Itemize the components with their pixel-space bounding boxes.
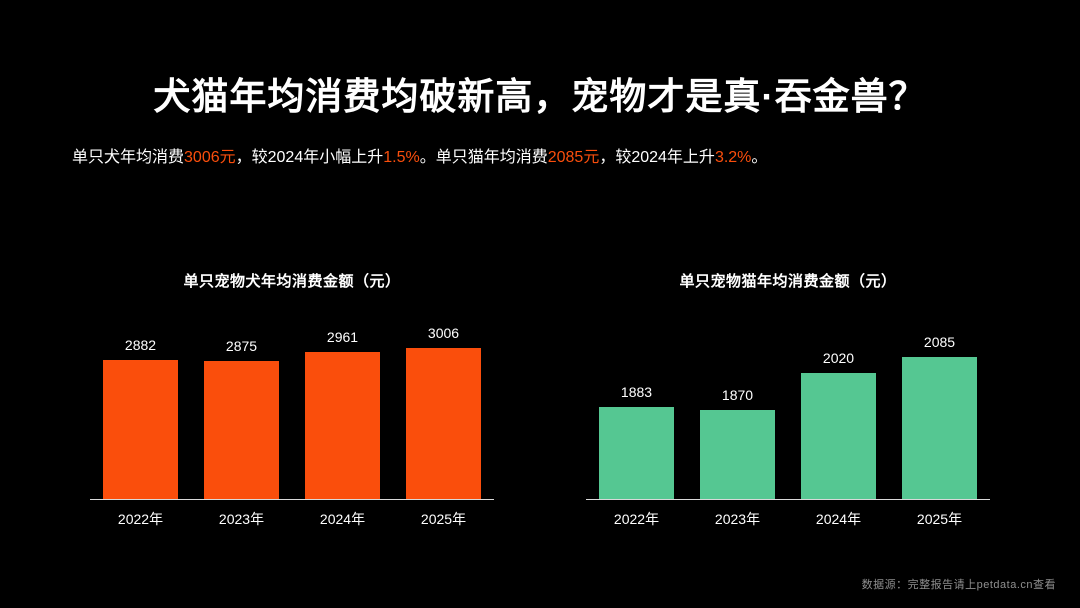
x-axis-label: 2025年 bbox=[420, 511, 467, 527]
subtitle-text: ，较2024年小幅上升 bbox=[235, 149, 384, 166]
x-axis-label: 2023年 bbox=[714, 511, 761, 527]
bar-value-label: 2882 bbox=[124, 337, 157, 353]
subtitle-text: 。单只猫年均消费 bbox=[419, 149, 548, 166]
dog-chart-x-axis: 2022年 2023年 2024年 2025年 bbox=[90, 509, 494, 529]
subtitle-text: ，较2024年上升 bbox=[599, 149, 715, 166]
bar-value-label: 2085 bbox=[923, 334, 956, 350]
dog-chart-plot-area: 2882 2875 2961 3006 bbox=[90, 325, 494, 500]
subtitle-highlight: 3.2% bbox=[714, 149, 752, 166]
x-axis-label: 2022年 bbox=[117, 511, 164, 527]
x-axis-label: 2025年 bbox=[916, 511, 963, 527]
bar bbox=[902, 357, 977, 499]
bar bbox=[406, 348, 481, 499]
x-axis-label: 2022年 bbox=[613, 511, 660, 527]
dog-chart-title: 单只宠物犬年均消费金额（元） bbox=[183, 273, 401, 290]
page-title: 犬猫年均消费均破新高，宠物才是真·吞金兽？ bbox=[153, 76, 927, 117]
bar bbox=[599, 407, 674, 499]
x-axis-label: 2024年 bbox=[319, 511, 366, 527]
bar-value-label: 2875 bbox=[225, 338, 258, 354]
bar-group: 2875 bbox=[191, 338, 292, 499]
bar-group: 2961 bbox=[292, 329, 393, 499]
bar-group: 3006 bbox=[393, 325, 494, 499]
bar-group: 2020 bbox=[788, 350, 889, 499]
cat-chart-x-axis: 2022年 2023年 2024年 2025年 bbox=[586, 509, 990, 529]
bar-value-label: 2961 bbox=[326, 329, 359, 345]
bar bbox=[801, 373, 876, 499]
bar bbox=[204, 361, 279, 499]
bar-group: 1870 bbox=[687, 387, 788, 499]
dog-consumption-chart: 单只宠物犬年均消费金额（元） 2882 2875 2961 3006 2022年 202… bbox=[90, 270, 494, 529]
bar bbox=[700, 410, 775, 499]
bar bbox=[305, 352, 380, 499]
subtitle-text: 单只犬年均消费 bbox=[72, 149, 185, 166]
bar-group: 2085 bbox=[889, 334, 990, 499]
charts-row: 单只宠物犬年均消费金额（元） 2882 2875 2961 3006 2022年 202… bbox=[90, 270, 990, 529]
x-axis-label: 2024年 bbox=[815, 511, 862, 527]
bar-value-label: 1870 bbox=[721, 387, 754, 403]
bar-value-label: 1883 bbox=[620, 384, 653, 400]
x-axis-label: 2023年 bbox=[218, 511, 265, 527]
cat-chart-title: 单只宠物猫年均消费金额（元） bbox=[679, 273, 897, 290]
bar-value-label: 2020 bbox=[822, 350, 855, 366]
bar bbox=[103, 360, 178, 499]
subtitle-highlight: 3006元 bbox=[184, 149, 236, 166]
subtitle-text: 。 bbox=[751, 149, 768, 166]
bar-group: 2882 bbox=[90, 337, 191, 499]
cat-consumption-chart: 单只宠物猫年均消费金额（元） 1883 1870 2020 2085 2022年 202… bbox=[586, 270, 990, 529]
cat-chart-plot-area: 1883 1870 2020 2085 bbox=[586, 327, 990, 500]
subtitle-highlight: 2085元 bbox=[547, 149, 600, 166]
bar-group: 1883 bbox=[586, 384, 687, 499]
subtitle: 单只犬年均消费3006元，较2024年小幅上升1.5%。单只猫年均消费2085元… bbox=[72, 147, 1020, 169]
subtitle-highlight: 1.5% bbox=[383, 149, 420, 166]
bar-value-label: 3006 bbox=[427, 325, 460, 341]
source-note: 数据源：完整报告请上petdata.cn查看 bbox=[861, 579, 1056, 591]
